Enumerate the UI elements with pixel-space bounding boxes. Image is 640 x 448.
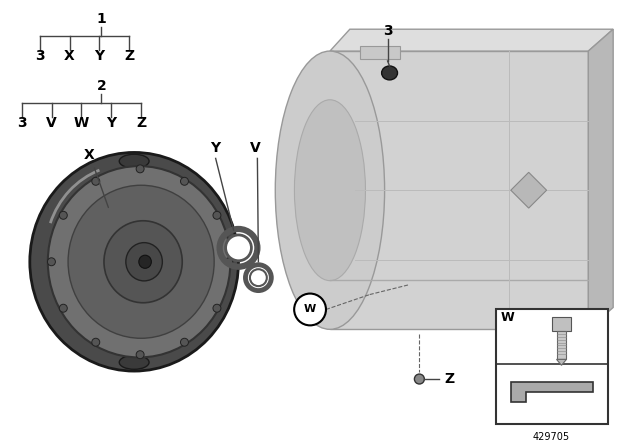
- Circle shape: [294, 293, 326, 325]
- Ellipse shape: [60, 304, 67, 312]
- Ellipse shape: [68, 185, 214, 338]
- Text: W: W: [501, 311, 515, 324]
- Polygon shape: [330, 51, 588, 329]
- Text: W: W: [304, 305, 316, 314]
- Text: 1: 1: [97, 12, 106, 26]
- Polygon shape: [330, 29, 613, 51]
- Polygon shape: [511, 172, 547, 208]
- Text: Z: Z: [136, 116, 146, 129]
- Text: X: X: [64, 49, 75, 63]
- Text: Y: Y: [211, 142, 221, 155]
- Ellipse shape: [381, 66, 397, 80]
- Ellipse shape: [225, 258, 233, 266]
- Ellipse shape: [48, 166, 230, 358]
- Text: X: X: [84, 148, 95, 163]
- Ellipse shape: [47, 258, 56, 266]
- Ellipse shape: [139, 255, 151, 268]
- Ellipse shape: [213, 304, 221, 312]
- Polygon shape: [511, 382, 593, 402]
- Polygon shape: [557, 359, 566, 365]
- Ellipse shape: [30, 152, 239, 371]
- Ellipse shape: [60, 211, 67, 219]
- Polygon shape: [552, 318, 572, 332]
- Text: 2: 2: [97, 79, 106, 93]
- Ellipse shape: [250, 269, 267, 286]
- Ellipse shape: [180, 338, 188, 346]
- Ellipse shape: [126, 243, 163, 281]
- Ellipse shape: [213, 211, 221, 219]
- Polygon shape: [360, 46, 399, 59]
- Polygon shape: [588, 29, 613, 329]
- Ellipse shape: [275, 51, 385, 329]
- Text: Z: Z: [124, 49, 134, 63]
- Text: 3: 3: [17, 116, 27, 129]
- Polygon shape: [557, 332, 566, 359]
- Ellipse shape: [294, 100, 365, 280]
- Ellipse shape: [180, 177, 188, 185]
- Ellipse shape: [136, 165, 144, 173]
- Ellipse shape: [92, 338, 100, 346]
- Text: V: V: [250, 142, 260, 155]
- Ellipse shape: [119, 154, 149, 168]
- Ellipse shape: [415, 374, 424, 384]
- Text: Y: Y: [94, 49, 104, 63]
- Text: W: W: [74, 116, 89, 129]
- Ellipse shape: [92, 177, 100, 185]
- Ellipse shape: [136, 351, 144, 359]
- Ellipse shape: [104, 221, 182, 303]
- Polygon shape: [496, 310, 608, 424]
- Text: 3: 3: [383, 24, 392, 38]
- Ellipse shape: [119, 355, 149, 369]
- Text: Y: Y: [106, 116, 116, 129]
- Text: Z: Z: [444, 372, 454, 386]
- Text: 429705: 429705: [533, 432, 570, 442]
- Text: V: V: [46, 116, 57, 129]
- Text: 3: 3: [35, 49, 45, 63]
- Ellipse shape: [225, 235, 252, 261]
